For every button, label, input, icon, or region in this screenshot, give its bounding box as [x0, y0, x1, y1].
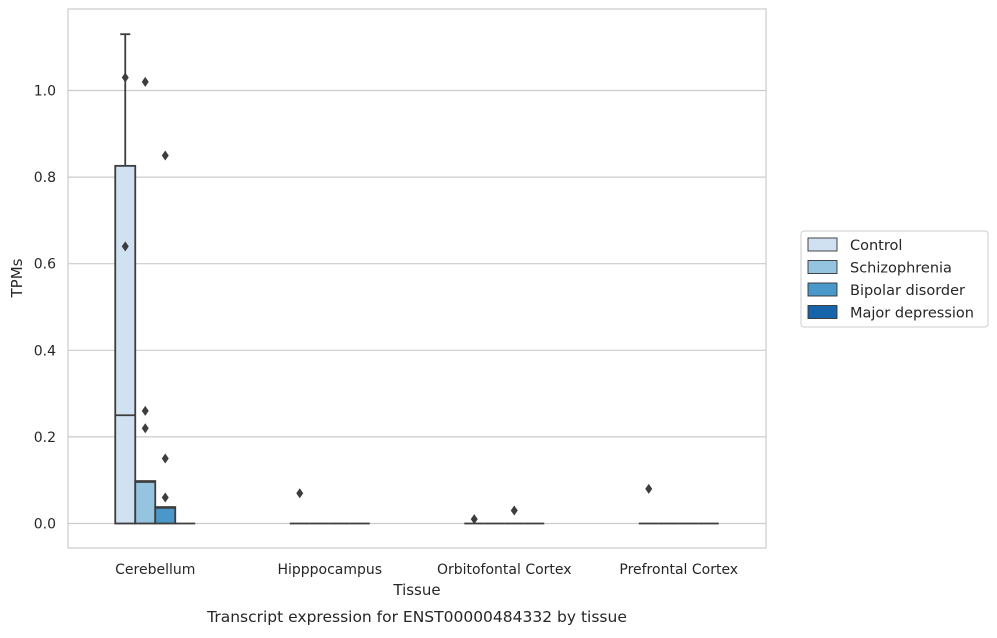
box-body [114, 164, 137, 525]
outlier-point [141, 76, 149, 87]
y-tick-label: 0.8 [34, 170, 56, 186]
x-tick-label: Cerebellum [115, 562, 195, 578]
outlier-point [645, 483, 653, 494]
legend-entry: Schizophrenia [850, 261, 952, 277]
legend-swatch [807, 237, 838, 252]
box-marks [114, 33, 719, 525]
x-axis-label: Tissue [392, 581, 440, 599]
legend-swatch [807, 260, 838, 274]
y-axis-label: TPMs [8, 258, 26, 298]
outlier-point [510, 505, 518, 516]
outlier-point [470, 514, 478, 525]
legend-frame [800, 230, 989, 328]
outlier-point [296, 488, 304, 499]
box-control [289, 488, 310, 525]
box-control [638, 483, 659, 525]
y-tick-labels: 0.0 0.2 0.4 0.6 0.8 1.0 [34, 84, 56, 533]
outlier-point [161, 150, 169, 161]
legend-swatch [807, 305, 838, 319]
box-control [114, 33, 137, 525]
box-body [134, 480, 157, 525]
legend-entry: Major depression [850, 306, 974, 322]
y-tick-label: 0.2 [34, 430, 56, 446]
x-tick-label: Orbitofontal Cortex [437, 562, 572, 578]
legend: Control Schizophrenia Bipolar disorder Majo… [800, 230, 989, 328]
outlier-point [121, 241, 129, 252]
box-bipolar-disorder [154, 150, 177, 525]
plot-frame [67, 8, 767, 549]
outlier-point [121, 72, 129, 83]
chart-caption: Transcript expression for ENST0000048433… [206, 608, 627, 626]
legend-entry: Control [850, 238, 902, 254]
y-tick-label: 1.0 [34, 84, 56, 100]
legend-swatch [807, 282, 838, 297]
x-tick-label: Prefrontal Cortex [619, 562, 738, 578]
y-tick-label: 0.0 [34, 517, 56, 533]
box-body [154, 506, 177, 525]
x-tick-label: Hipppocampus [277, 562, 382, 578]
grid-lines [68, 89, 766, 525]
box-control [464, 514, 485, 525]
y-tick-label: 0.4 [34, 343, 56, 359]
outlier-point [141, 423, 149, 434]
outlier-point [141, 405, 149, 416]
outlier-point [161, 492, 169, 503]
box-bipolar-disorder [504, 505, 525, 525]
y-tick-label: 0.6 [34, 257, 56, 273]
x-tick-labels: Cerebellum Hipppocampus Orbitofontal Corte… [115, 562, 738, 578]
box-schizophrenia [134, 76, 157, 525]
outlier-point [161, 453, 169, 464]
legend-entry: Bipolar disorder [850, 283, 965, 299]
